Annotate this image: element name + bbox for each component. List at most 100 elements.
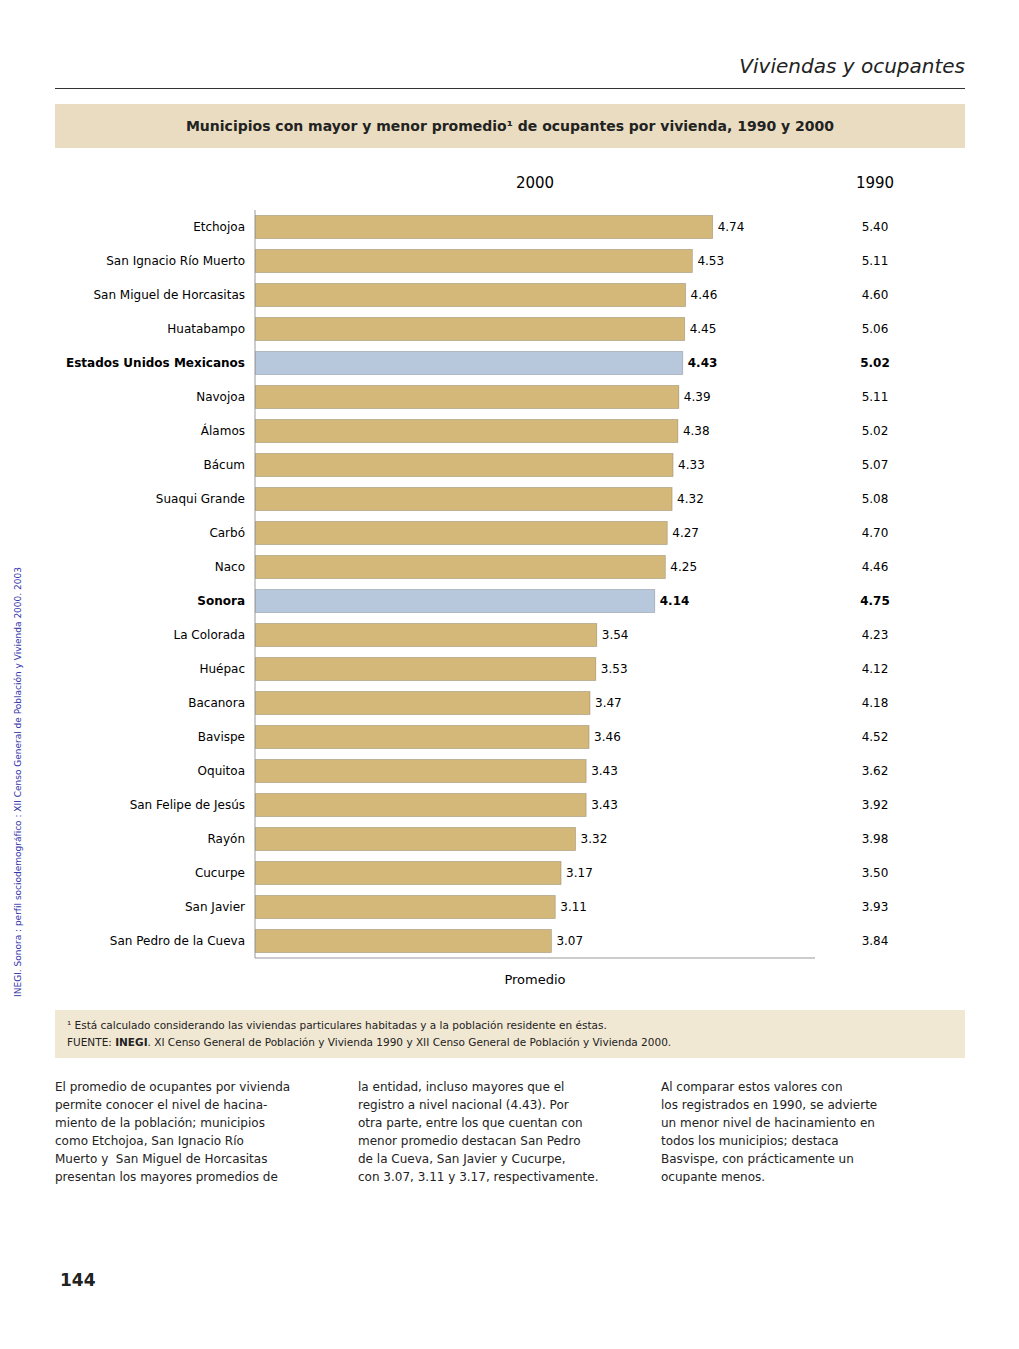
category-label: Bácum (204, 458, 245, 472)
source: FUENTE: INEGI. XI Censo General de Pobla… (67, 1034, 953, 1051)
category-label: Huatabampo (167, 322, 245, 336)
chart-title: Municipios con mayor y menor promedio¹ d… (55, 104, 965, 148)
data-label: 4.46 (691, 288, 718, 302)
bar (255, 691, 590, 714)
bar (255, 895, 555, 918)
data-label: 4.74 (718, 220, 745, 234)
category-label: San Miguel de Horcasitas (93, 288, 245, 302)
source-text: . XI Censo General de Población y Vivien… (148, 1036, 672, 1048)
bars (255, 215, 713, 952)
column-value: 5.06 (862, 322, 889, 336)
data-label: 4.45 (690, 322, 717, 336)
category-label: Etchojoa (193, 220, 245, 234)
category-label: San Pedro de la Cueva (110, 934, 245, 948)
category-label: Sonora (197, 594, 245, 608)
data-label: 3.53 (601, 662, 628, 676)
column-value: 4.12 (862, 662, 889, 676)
data-label: 4.38 (683, 424, 710, 438)
data-label: 4.14 (660, 594, 690, 608)
category-label: San Felipe de Jesús (130, 798, 245, 812)
data-label: 4.39 (684, 390, 711, 404)
category-label: Cucurpe (195, 866, 245, 880)
column-value: 4.75 (860, 594, 890, 608)
column-value: 5.11 (862, 254, 889, 268)
data-label: 3.32 (581, 832, 608, 846)
column-value: 5.02 (862, 424, 889, 438)
bar (255, 521, 667, 544)
data-label: 4.32 (677, 492, 704, 506)
series-header: 1990 (856, 174, 894, 192)
source-text: FUENTE: (67, 1036, 115, 1048)
category-label: Oquitoa (198, 764, 245, 778)
category-axis (255, 210, 256, 958)
data-label: 3.47 (595, 696, 622, 710)
column-value: 5.11 (862, 390, 889, 404)
column-value: 3.92 (862, 798, 889, 812)
column-value: 4.18 (862, 696, 889, 710)
footnote-text: ¹ Está calculado considerando las vivien… (67, 1017, 953, 1034)
source-text: INEGI (115, 1036, 147, 1048)
data-label: 3.11 (560, 900, 587, 914)
category-label: Rayón (208, 832, 245, 846)
column-value: 4.46 (862, 560, 889, 574)
bar (255, 283, 686, 306)
column-value: 4.60 (862, 288, 889, 302)
column-value: 4.70 (862, 526, 889, 540)
bar (255, 555, 665, 578)
bar (255, 623, 597, 646)
column-value: 4.23 (862, 628, 889, 642)
bar (255, 861, 561, 884)
body-column: la entidad, incluso mayores que el regis… (358, 1078, 661, 1186)
data-label: 3.07 (556, 934, 583, 948)
category-label: San Javier (185, 900, 245, 914)
bar (255, 487, 672, 510)
column-value: 5.08 (862, 492, 889, 506)
category-label: Bacanora (188, 696, 245, 710)
data-label: 3.43 (591, 798, 618, 812)
bar (255, 453, 673, 476)
column-value: 5.07 (862, 458, 889, 472)
bar (255, 725, 589, 748)
x-axis-label: Promedio (504, 972, 565, 987)
data-label: 3.54 (602, 628, 629, 642)
category-label: Huépac (199, 662, 245, 676)
category-label: Bavispe (198, 730, 245, 744)
column-value: 3.50 (862, 866, 889, 880)
bar (255, 657, 596, 680)
data-label: 3.43 (591, 764, 618, 778)
value-axis (255, 958, 815, 959)
data-label: 4.33 (678, 458, 705, 472)
data-label: 4.25 (670, 560, 697, 574)
category-label: La Colorada (173, 628, 245, 642)
bar (255, 589, 655, 612)
category-label: Carbó (209, 526, 245, 540)
bar (255, 419, 678, 442)
body-text: El promedio de ocupantes por vivienda pe… (55, 1078, 965, 1186)
column-value: 3.98 (862, 832, 889, 846)
column-value: 3.93 (862, 900, 889, 914)
footnote: ¹ Está calculado considerando las vivien… (55, 1010, 965, 1058)
chart: 20001990EtchojoaSan Ignacio Río MuertoSa… (55, 160, 965, 1000)
data-label: 4.27 (672, 526, 699, 540)
bar (255, 385, 679, 408)
category-label: Álamos (201, 423, 245, 438)
body-column: Al comparar estos valores con los regist… (661, 1078, 964, 1186)
column-value: 5.40 (862, 220, 889, 234)
bar (255, 793, 586, 816)
header-title: Viviendas y ocupantes (739, 54, 965, 78)
bar (255, 929, 551, 952)
data-label: 3.46 (594, 730, 621, 744)
bar (255, 317, 685, 340)
header: Viviendas y ocupantes (55, 40, 965, 89)
category-label: Navojoa (196, 390, 245, 404)
category-label: Suaqui Grande (156, 492, 245, 506)
column-value: 3.62 (862, 764, 889, 778)
category-label: Naco (215, 560, 245, 574)
data-label: 4.43 (688, 356, 718, 370)
column-value: 4.52 (862, 730, 889, 744)
bar (255, 759, 586, 782)
data-label: 4.53 (697, 254, 724, 268)
column-value: 5.02 (860, 356, 890, 370)
data-label: 3.17 (566, 866, 593, 880)
category-label: San Ignacio Río Muerto (106, 254, 245, 268)
